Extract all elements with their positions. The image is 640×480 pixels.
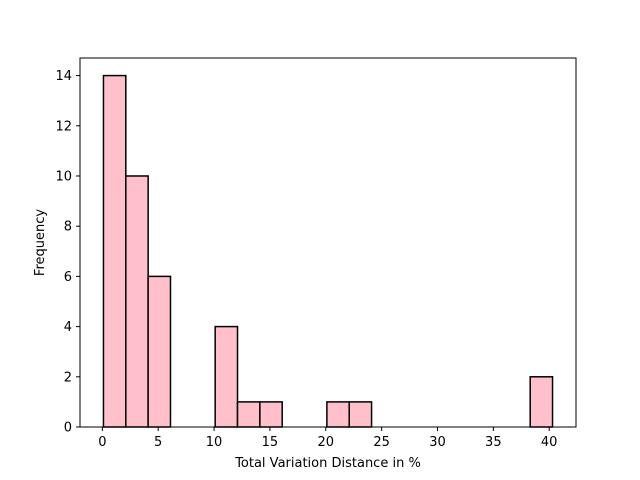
y-tick-label: 14: [55, 69, 72, 84]
plot-frame: [79, 57, 577, 428]
x-tick-label: 25: [373, 435, 390, 450]
histogram-bar: [125, 175, 149, 428]
y-tick-label: 0: [64, 421, 72, 436]
x-tick-label: 40: [541, 435, 558, 450]
histogram-bar: [214, 325, 239, 428]
y-tick-label: 8: [64, 220, 72, 235]
bars-layer: [102, 74, 554, 428]
y-tick-label: 4: [64, 320, 72, 335]
histogram-bar: [147, 275, 172, 428]
y-tick-label: 2: [64, 370, 72, 385]
histogram-bar: [326, 401, 350, 428]
histogram-bar: [236, 401, 261, 428]
y-tick-label: 10: [55, 169, 72, 184]
x-tick-label: 5: [154, 435, 162, 450]
x-tick-label: 10: [206, 435, 223, 450]
x-tick-label: 35: [485, 435, 502, 450]
y-tick-label: 6: [64, 270, 72, 285]
x-tick-label: 20: [317, 435, 334, 450]
x-tick-label: 30: [429, 435, 446, 450]
histogram-bar: [259, 401, 283, 428]
x-tick-label: 0: [98, 435, 106, 450]
ticks-layer: 0 5 10 15 20 25 30 35 40 0 2 4 6 8 10 12 14: [55, 69, 557, 450]
y-axis-label: Frequency: [33, 209, 48, 276]
histogram-bar: [348, 401, 373, 428]
x-tick-label: 15: [262, 435, 279, 450]
x-axis-label: Total Variation Distance in %: [234, 456, 421, 471]
histogram-bar: [102, 74, 127, 428]
histogram-bar: [529, 376, 554, 428]
y-tick-label: 12: [55, 119, 72, 134]
